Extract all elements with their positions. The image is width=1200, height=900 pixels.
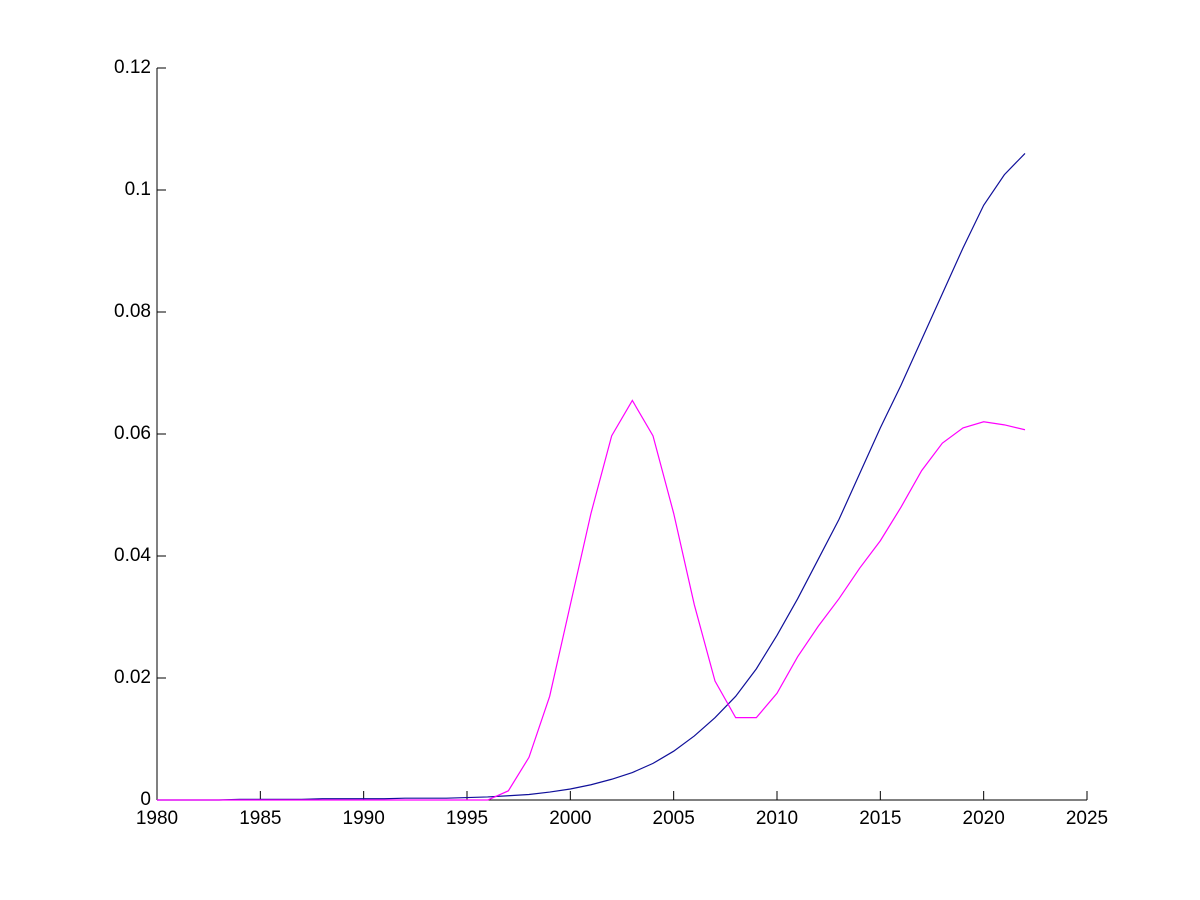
data-line bbox=[157, 152, 1026, 801]
y-tick-label: 0.06 bbox=[114, 423, 151, 444]
x-tick-label: 2010 bbox=[756, 808, 798, 829]
y-tick-label: 0.12 bbox=[114, 57, 151, 78]
x-tick-label: 1985 bbox=[239, 808, 281, 829]
x-tick-label: 2020 bbox=[963, 808, 1005, 829]
y-tick-label: 0.08 bbox=[114, 301, 151, 322]
x-tick-label: 2005 bbox=[653, 808, 695, 829]
y-tick-label: 0 bbox=[140, 789, 151, 810]
y-tick-label: 0.04 bbox=[114, 545, 151, 566]
data-line bbox=[157, 399, 1026, 801]
y-tick-label: 0.02 bbox=[114, 667, 151, 688]
x-tick-label: 1980 bbox=[136, 808, 178, 829]
x-tick-label: 1995 bbox=[446, 808, 488, 829]
x-tick-label: 2025 bbox=[1066, 808, 1108, 829]
x-tick-label: 1990 bbox=[343, 808, 385, 829]
x-tick-label: 2015 bbox=[859, 808, 901, 829]
x-tick-label: 2000 bbox=[549, 808, 591, 829]
y-tick-label: 0.1 bbox=[125, 179, 151, 200]
